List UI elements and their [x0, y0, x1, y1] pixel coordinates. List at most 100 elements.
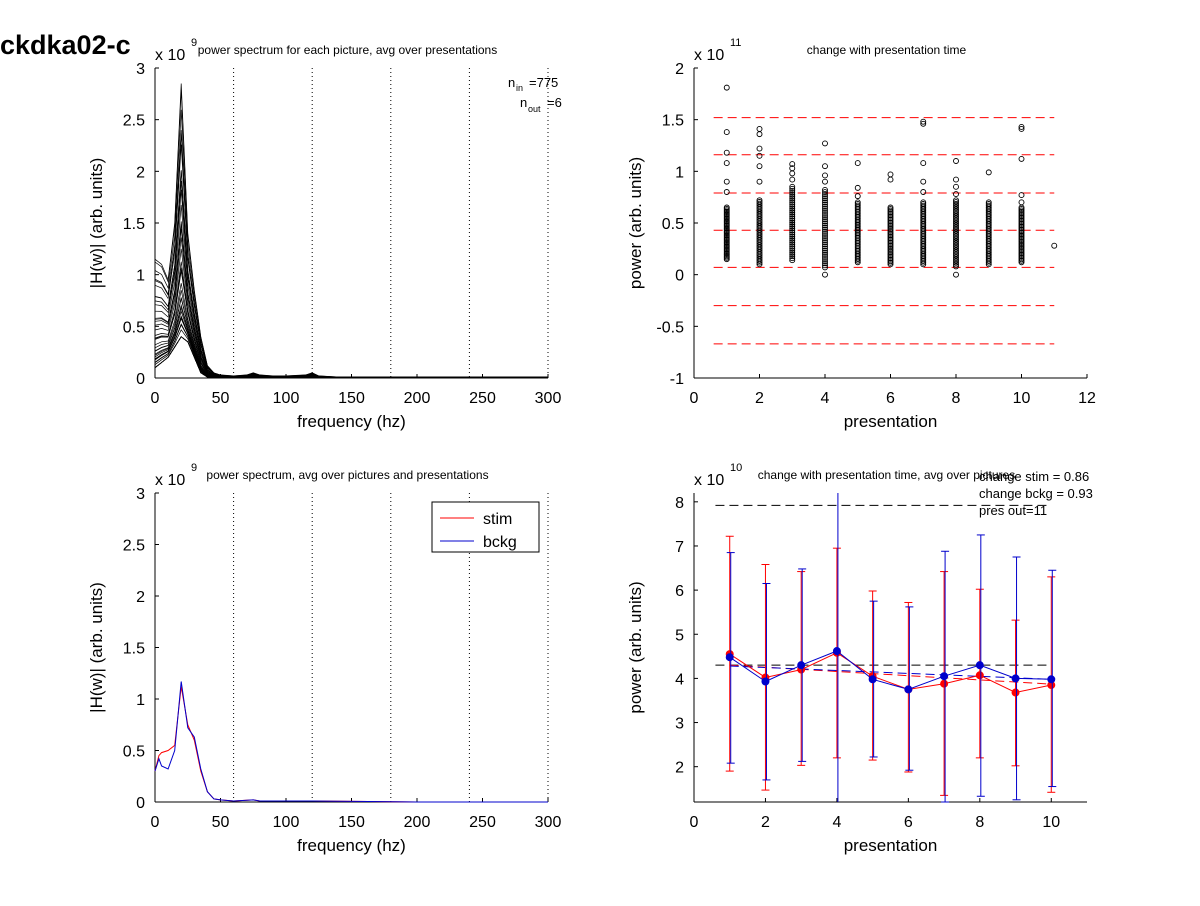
y-exponent-base: x 10 — [694, 47, 724, 64]
plot-title: power spectrum, avg over pictures and pr… — [206, 468, 488, 482]
change-annotation: change stim = 0.86 — [979, 469, 1089, 484]
data-point — [920, 120, 927, 127]
y-tick-label: 0.5 — [123, 319, 145, 336]
data-point — [822, 226, 828, 233]
x-tick-label: 4 — [832, 814, 841, 831]
data-point — [887, 176, 894, 183]
y-axis-label: power (arb. units) — [626, 157, 645, 289]
spectrum-line — [154, 283, 548, 379]
data-point — [789, 257, 796, 264]
data-point — [822, 140, 828, 147]
x-tick-label: 300 — [535, 814, 562, 831]
x-tick-label: 0 — [690, 390, 699, 407]
spectrum-line — [154, 144, 548, 378]
spectrum-line — [154, 315, 548, 379]
data-point — [789, 255, 796, 262]
change-annotation: change bckg = 0.93 — [979, 486, 1093, 501]
data-point — [822, 172, 828, 179]
spectrum-line — [154, 261, 548, 378]
x-axis-label: frequency (hz) — [297, 836, 406, 855]
data-point — [1018, 199, 1025, 206]
y-axis-label: |H(w)| (arb. units) — [87, 582, 106, 713]
x-tick-label: 4 — [821, 390, 830, 407]
data-point — [789, 253, 796, 260]
data-point — [756, 131, 763, 138]
y-tick-label: 3 — [675, 716, 684, 733]
data-point — [985, 169, 992, 176]
p2-axes: 0 2 4 6 8 10 12 -1 -0.5 0 0.5 1 1.5 2 presentation powe… — [626, 37, 1096, 431]
n-in-subscript: in — [516, 83, 523, 93]
data-point — [789, 237, 796, 244]
data-point — [854, 199, 861, 206]
data-point — [822, 186, 828, 193]
data-point — [789, 165, 796, 172]
y-exponent-base: x 10 — [155, 47, 185, 64]
x-tick-label: 100 — [273, 390, 300, 407]
y-tick-label: 0 — [675, 268, 684, 285]
y-tick-label: 8 — [675, 495, 684, 512]
y-exponent-power: 11 — [730, 37, 741, 49]
data-point — [789, 245, 796, 252]
data-point — [985, 202, 992, 209]
figure-title: ckdka02-c — [0, 30, 131, 60]
data-point-bckg — [761, 677, 770, 686]
data-point-bckg — [1047, 675, 1056, 684]
y-tick-label: 1.5 — [662, 113, 684, 130]
data-point — [822, 178, 828, 185]
data-point — [789, 217, 796, 224]
data-point-bckg — [725, 653, 734, 662]
data-point — [822, 254, 828, 260]
y-tick-label: 2.5 — [123, 113, 145, 130]
data-point — [822, 262, 828, 269]
data-point — [789, 170, 796, 177]
x-tick-label: 300 — [535, 390, 562, 407]
spectrum-line — [154, 237, 548, 379]
y-tick-label: 2 — [675, 61, 684, 78]
data-point — [822, 222, 828, 229]
data-point — [822, 189, 828, 195]
data-point-bckg — [904, 685, 913, 694]
data-point — [822, 163, 828, 170]
data-point — [1018, 126, 1025, 132]
spectrum-line — [154, 83, 548, 378]
data-point — [723, 129, 730, 136]
data-point — [789, 227, 796, 234]
data-point — [920, 118, 927, 125]
spectrum-line — [154, 267, 548, 379]
data-point — [789, 239, 796, 246]
data-point — [887, 204, 894, 211]
data-point — [953, 197, 959, 204]
spectrum-line — [154, 336, 548, 379]
data-point — [789, 233, 796, 240]
x-tick-label: 2 — [761, 814, 770, 831]
data-point — [723, 160, 730, 167]
data-point — [789, 199, 796, 206]
y-tick-label: -0.5 — [656, 319, 684, 336]
data-point — [789, 205, 796, 212]
trend-line-bckg — [729, 665, 1052, 680]
spectrum-line — [154, 109, 548, 378]
spectrum-line — [154, 336, 548, 379]
spectrum-line — [154, 336, 548, 379]
data-point — [854, 202, 861, 209]
data-point — [789, 187, 796, 194]
series-line-bckg — [154, 681, 548, 803]
data-point — [920, 199, 927, 206]
p1-axes: 0 50 100 150 200 250 300 0 0.5 1 1.5 2 2.5 3 frequency… — [87, 37, 562, 431]
y-tick-label: 0 — [136, 371, 145, 388]
spectrum-line — [154, 223, 548, 378]
data-point — [953, 271, 959, 278]
x-tick-label: 8 — [952, 390, 961, 407]
data-point — [789, 211, 796, 218]
spectrum-line — [154, 268, 548, 379]
x-tick-label: 150 — [338, 814, 365, 831]
legend-label-bckg: bckg — [483, 534, 517, 551]
data-point — [953, 200, 959, 207]
spectrum-line — [154, 248, 548, 378]
data-point — [789, 176, 796, 183]
spectrum-line — [154, 290, 548, 379]
p4-axes: 0 2 4 6 8 10 2 3 4 5 6 7 8 presentation power (arb. un… — [626, 462, 1093, 855]
data-point — [822, 256, 828, 263]
data-point — [789, 215, 796, 222]
spectrum-line — [154, 221, 548, 378]
